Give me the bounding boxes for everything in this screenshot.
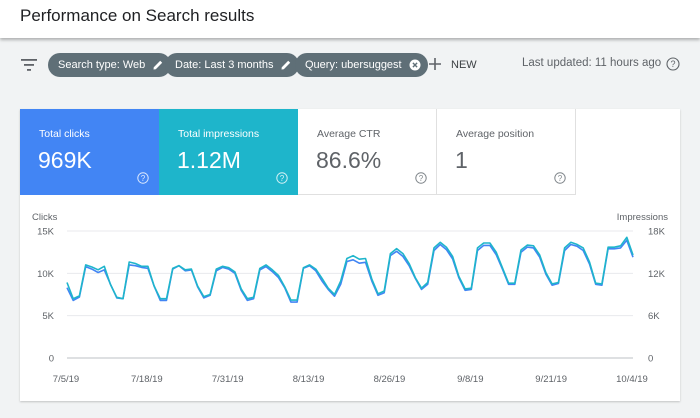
metric-value: 1.12M (177, 147, 241, 173)
chip-label: Search type: Web (58, 59, 146, 71)
chip-date[interactable]: Date: Last 3 months (165, 53, 300, 77)
metric-label: Average CTR (317, 128, 381, 140)
help-icon[interactable]: ? (137, 172, 149, 184)
metric-value: 969K (38, 147, 92, 173)
chip-label: Date: Last 3 months (175, 59, 274, 71)
svg-text:?: ? (419, 174, 424, 183)
y-axis-right-label: Impressions (617, 212, 668, 223)
chip-query[interactable]: Query: ubersuggest (295, 53, 428, 77)
pencil-icon[interactable] (152, 59, 164, 71)
metric-label: Average position (456, 128, 535, 140)
page-title: Performance on Search results (20, 6, 255, 25)
help-icon[interactable]: ? (554, 172, 566, 184)
metric-average-position[interactable]: Average position 1 ? (437, 109, 576, 195)
svg-text:?: ? (558, 174, 563, 183)
chip-label: Query: ubersuggest (305, 59, 402, 71)
pencil-icon[interactable] (280, 59, 292, 71)
series-line-clicks (66, 239, 634, 303)
close-circle-icon[interactable] (409, 59, 421, 71)
new-filter-button[interactable]: NEW (428, 54, 477, 76)
y-tick-right: 18K (648, 227, 666, 238)
filter-icon[interactable] (21, 59, 37, 71)
performance-card: Total clicks 969K ? Total impressions 1.… (20, 109, 680, 401)
plus-icon (429, 58, 441, 71)
x-tick-label: 7/18/19 (131, 374, 163, 385)
filter-bar: Search type: Web Date: Last 3 months Que… (0, 41, 700, 89)
x-tick-label: 9/21/19 (535, 374, 567, 385)
metric-average-ctr[interactable]: Average CTR 86.6% ? (298, 109, 437, 195)
y-tick-left: 10K (37, 269, 55, 280)
last-updated-text: Last updated: 11 hours ago (522, 57, 662, 69)
y-tick-left: 0 (49, 354, 54, 365)
help-icon[interactable]: ? (276, 172, 288, 184)
chart-svg: Clicks Impressions 15K 18K 10K 12K 5K 6K 0 0 7/5/1… (32, 212, 668, 385)
x-tick-label: 7/31/19 (212, 374, 244, 385)
help-icon[interactable]: ? (415, 172, 427, 184)
metric-value: 86.6% (316, 147, 382, 173)
svg-text:?: ? (280, 174, 285, 183)
y-tick-left: 5K (42, 311, 54, 322)
x-tick-label: 7/5/19 (53, 374, 79, 385)
help-icon[interactable]: ? (666, 57, 680, 71)
chip-search-type[interactable]: Search type: Web (48, 53, 172, 77)
metric-total-clicks[interactable]: Total clicks 969K ? (20, 109, 159, 195)
x-tick-label: 9/8/19 (457, 374, 483, 385)
metric-label: Total impressions (178, 128, 260, 140)
y-tick-left: 15K (37, 227, 55, 238)
y-tick-right: 12K (648, 269, 666, 280)
series-line-impressions (66, 236, 634, 301)
x-tick-label: 10/4/19 (616, 374, 648, 385)
svg-text:?: ? (670, 59, 675, 69)
x-tick-label: 8/13/19 (293, 374, 325, 385)
performance-chart: Clicks Impressions 15K 18K 10K 12K 5K 6K 0 0 7/5/1… (20, 195, 680, 401)
page-header: Performance on Search results (0, 0, 700, 38)
metric-total-impressions[interactable]: Total impressions 1.12M ? (159, 109, 298, 195)
y-axis-left-label: Clicks (32, 212, 58, 223)
metric-value: 1 (455, 147, 468, 173)
metric-label: Total clicks (39, 128, 90, 140)
x-tick-label: 8/26/19 (374, 374, 406, 385)
y-tick-right: 0 (648, 354, 653, 365)
y-tick-right: 6K (648, 311, 660, 322)
svg-text:?: ? (141, 174, 146, 183)
new-label: NEW (451, 59, 477, 71)
